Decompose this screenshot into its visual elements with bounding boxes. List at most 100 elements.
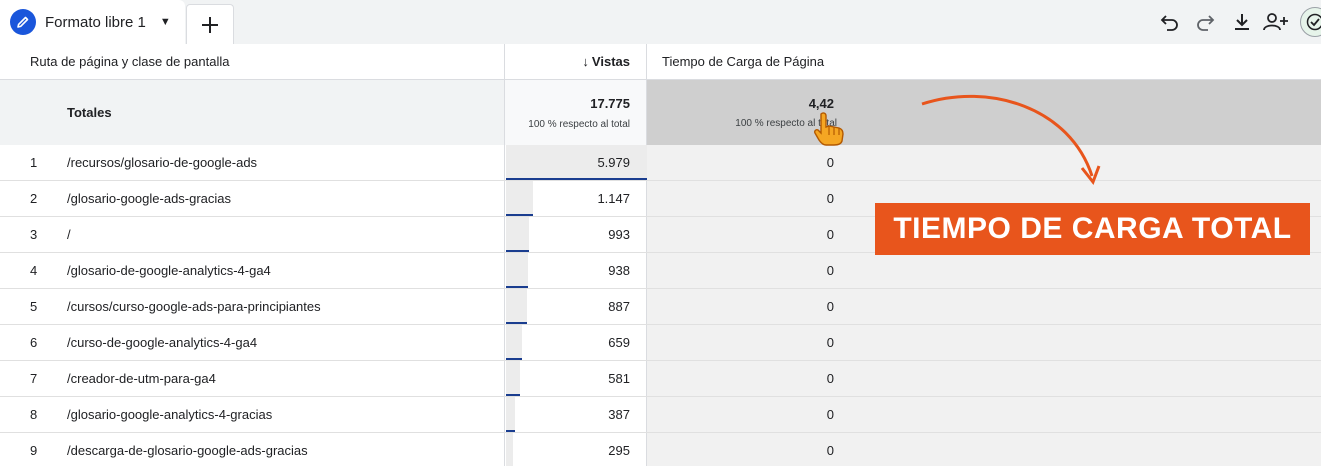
hand-cursor-icon xyxy=(814,112,844,146)
page-path: /cursos/curso-google-ads-para-principian… xyxy=(67,299,321,314)
table-row[interactable]: 8/glosario-google-analytics-4-gracias 387… xyxy=(0,397,1321,433)
views-bar xyxy=(506,217,529,252)
report-table: Ruta de página y clase de pantalla ↓ Vis… xyxy=(0,44,1321,466)
load-time-cell: 0 xyxy=(647,361,1321,396)
row-index: 7 xyxy=(30,371,38,386)
views-bar-indicator xyxy=(506,214,533,216)
table-row[interactable]: 7/creador-de-utm-para-ga4 581 0 xyxy=(0,361,1321,397)
table-row[interactable]: 6/curso-de-google-analytics-4-ga4 659 0 xyxy=(0,325,1321,361)
views-bar xyxy=(506,397,515,432)
callout-label: TIEMPO DE CARGA TOTAL xyxy=(875,203,1310,255)
views-cell: 5.979 xyxy=(504,145,647,180)
table-row[interactable]: 9/descarga-de-glosario-google-ads-gracia… xyxy=(0,433,1321,466)
page-path: /glosario-de-google-analytics-4-ga4 xyxy=(67,263,271,278)
views-cell: 887 xyxy=(504,289,647,324)
load-time-value: 0 xyxy=(826,335,834,350)
views-value: 659 xyxy=(608,335,630,350)
totals-views: 17.775 100 % respecto al total xyxy=(504,80,647,145)
column-header-views[interactable]: ↓ Vistas xyxy=(504,44,647,80)
check-circle-icon xyxy=(1306,13,1321,31)
pencil-icon xyxy=(10,9,36,35)
views-bar-indicator xyxy=(506,430,515,432)
redo-button[interactable] xyxy=(1191,8,1219,36)
top-bar: Formato libre 1 ▼ xyxy=(0,0,1321,44)
totals-load-time: 4,42 100 % respecto al total xyxy=(647,80,1321,145)
views-bar-indicator xyxy=(506,358,522,360)
share-button[interactable] xyxy=(1262,8,1290,36)
column-header-page-path[interactable]: Ruta de página y clase de pantalla xyxy=(0,44,504,80)
page-path: /descarga-de-glosario-google-ads-gracias xyxy=(67,443,308,458)
views-bar-indicator xyxy=(506,250,529,252)
views-value: 295 xyxy=(608,443,630,458)
views-bar xyxy=(506,289,527,324)
views-cell: 938 xyxy=(504,253,647,288)
row-index: 8 xyxy=(30,407,38,422)
totals-views-value: 17.775 xyxy=(590,96,630,111)
table-row[interactable]: 4/glosario-de-google-analytics-4-ga4 938 0 xyxy=(0,253,1321,289)
sort-arrow-icon: ↓ xyxy=(582,54,589,69)
column-header-load-time[interactable]: Tiempo de Carga de Página xyxy=(647,44,1321,80)
totals-row: Totales 17.775 100 % respecto al total 4… xyxy=(0,80,1321,145)
row-index: 4 xyxy=(30,263,38,278)
insights-button[interactable] xyxy=(1300,7,1321,37)
page-path: /glosario-google-analytics-4-gracias xyxy=(67,407,273,422)
views-value: 581 xyxy=(608,371,630,386)
load-time-cell: 0 xyxy=(647,145,1321,180)
page-path: /glosario-google-ads-gracias xyxy=(67,191,232,206)
views-bar-indicator xyxy=(506,178,647,180)
views-cell: 387 xyxy=(504,397,647,432)
totals-views-share: 100 % respecto al total xyxy=(528,119,630,130)
add-tab-button[interactable] xyxy=(186,4,234,44)
row-index: 9 xyxy=(30,443,38,458)
views-cell: 581 xyxy=(504,361,647,396)
load-time-cell: 0 xyxy=(647,325,1321,360)
views-bar-indicator xyxy=(506,394,520,396)
views-bar xyxy=(506,361,520,396)
views-cell: 1.147 xyxy=(504,181,647,216)
totals-label: Totales xyxy=(0,80,504,145)
undo-icon xyxy=(1160,15,1178,31)
load-time-value: 0 xyxy=(826,443,834,458)
views-cell: 993 xyxy=(504,217,647,252)
views-value: 5.979 xyxy=(597,155,630,170)
row-index: 5 xyxy=(30,299,38,314)
page-path: / xyxy=(67,227,71,242)
redo-icon xyxy=(1197,15,1215,31)
load-time-value: 0 xyxy=(826,371,834,386)
views-value: 938 xyxy=(608,263,630,278)
row-index: 3 xyxy=(30,227,38,242)
page-path: /curso-de-google-analytics-4-ga4 xyxy=(67,335,258,350)
views-cell: 295 xyxy=(504,433,647,466)
chevron-down-icon[interactable]: ▼ xyxy=(159,16,171,28)
views-bar xyxy=(506,433,513,466)
totals-time-value: 4,42 xyxy=(808,96,834,111)
load-time-cell: 0 xyxy=(647,397,1321,432)
tab-formato-libre[interactable]: Formato libre 1 ▼ xyxy=(0,0,185,44)
load-time-value: 0 xyxy=(826,263,834,278)
download-button[interactable] xyxy=(1228,8,1256,36)
load-time-value: 0 xyxy=(826,191,834,206)
table-row[interactable]: 1/recursos/glosario-de-google-ads 5.979 0 xyxy=(0,145,1321,181)
download-icon xyxy=(1235,14,1249,30)
page-path: /creador-de-utm-para-ga4 xyxy=(67,371,216,386)
views-cell: 659 xyxy=(504,325,647,360)
load-time-value: 0 xyxy=(826,227,834,242)
page-path: /recursos/glosario-de-google-ads xyxy=(67,155,258,170)
load-time-value: 0 xyxy=(826,155,834,170)
views-bar-indicator xyxy=(506,322,527,324)
views-bar xyxy=(506,253,528,288)
load-time-value: 0 xyxy=(826,299,834,314)
totals-time-share: 100 % respecto al total xyxy=(735,118,837,129)
views-value: 1.147 xyxy=(597,191,630,206)
undo-button[interactable] xyxy=(1156,8,1184,36)
row-index: 2 xyxy=(30,191,38,206)
add-user-icon xyxy=(1263,13,1288,31)
row-index: 1 xyxy=(30,155,38,170)
table-row[interactable]: 5/cursos/curso-google-ads-para-principia… xyxy=(0,289,1321,325)
table-body: 1/recursos/glosario-de-google-ads 5.979 0 2… xyxy=(0,145,1321,466)
views-value: 387 xyxy=(608,407,630,422)
load-time-cell: 0 xyxy=(647,253,1321,288)
views-bar xyxy=(506,145,647,180)
tab-label: Formato libre 1 xyxy=(45,13,146,31)
load-time-cell: 0 xyxy=(647,433,1321,466)
